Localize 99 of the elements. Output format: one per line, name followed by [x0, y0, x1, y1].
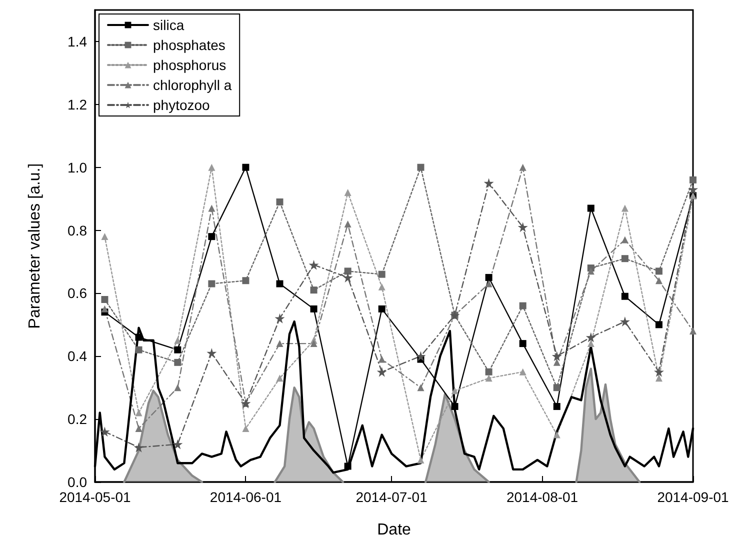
point	[553, 431, 560, 438]
x-tick-label: 2014-09-01	[657, 489, 730, 505]
point	[135, 425, 142, 432]
point	[690, 176, 696, 184]
point	[586, 332, 596, 342]
point	[276, 374, 284, 382]
point	[485, 374, 492, 382]
legend-label: chlorophyll a	[153, 77, 232, 93]
y-tick-label: 1.0	[68, 159, 88, 176]
point	[310, 305, 318, 312]
x-tick-label: 2014-06-01	[210, 489, 282, 505]
point	[378, 305, 386, 312]
point	[519, 368, 526, 376]
point	[344, 462, 352, 470]
point	[135, 334, 142, 341]
point	[242, 277, 250, 284]
point	[654, 366, 664, 377]
point	[101, 305, 108, 312]
point	[242, 425, 250, 432]
point	[134, 442, 144, 452]
point	[310, 340, 318, 348]
point	[378, 356, 386, 363]
point	[276, 340, 284, 348]
point	[100, 426, 110, 437]
y-axis-title: Parameter values [a.u.]	[26, 163, 44, 329]
point	[553, 358, 560, 366]
point	[519, 302, 526, 310]
point	[655, 277, 662, 284]
point	[417, 456, 424, 464]
point	[553, 402, 560, 410]
point	[416, 351, 426, 362]
point	[242, 164, 250, 171]
legend-label: phosphorus	[153, 57, 226, 73]
point	[344, 189, 352, 196]
point	[344, 268, 352, 275]
point	[310, 286, 318, 294]
point	[485, 280, 492, 288]
point	[655, 321, 662, 328]
point	[308, 260, 319, 270]
legend-label: phosphates	[153, 37, 226, 53]
point	[376, 366, 387, 377]
point	[135, 409, 142, 416]
y-tick-label: 0.0	[68, 474, 88, 490]
point	[552, 351, 562, 362]
point	[174, 384, 182, 392]
point	[274, 313, 285, 324]
point	[208, 280, 216, 288]
point	[276, 280, 284, 288]
point	[172, 439, 183, 450]
point	[587, 204, 594, 212]
x-tick-label: 2014-05-01	[59, 489, 132, 505]
point	[518, 222, 528, 232]
point	[378, 283, 386, 290]
point	[621, 292, 628, 300]
point	[276, 198, 284, 206]
point	[101, 296, 108, 303]
point	[101, 233, 108, 240]
point	[451, 402, 458, 410]
point	[519, 340, 526, 348]
point	[587, 340, 594, 348]
point	[135, 346, 142, 354]
y-tick-label: 0.4	[68, 348, 88, 364]
point	[519, 164, 526, 171]
point	[174, 336, 182, 344]
point	[553, 384, 560, 392]
y-tick-label: 1.4	[68, 33, 88, 50]
point	[174, 358, 182, 366]
point	[206, 348, 217, 358]
point	[621, 236, 628, 244]
y-tick-label: 0.2	[68, 411, 88, 428]
point	[378, 270, 386, 278]
x-tick-label: 2014-08-01	[506, 489, 578, 505]
point	[620, 316, 630, 327]
point	[485, 368, 492, 376]
x-tick-label: 2014-07-01	[356, 489, 428, 505]
point	[621, 255, 628, 262]
point	[655, 268, 662, 275]
legend-label: silica	[153, 17, 184, 33]
point	[417, 164, 424, 171]
point	[344, 220, 352, 228]
y-tick-label: 0.8	[68, 222, 88, 238]
x-axis-title: Date	[377, 522, 411, 538]
point	[451, 387, 458, 394]
point	[208, 164, 216, 171]
point	[342, 272, 353, 282]
point	[690, 327, 696, 334]
point	[587, 268, 594, 275]
point	[208, 204, 216, 212]
legend-label: phytozoo	[153, 97, 210, 113]
point	[417, 384, 424, 392]
y-tick-label: 0.6	[68, 285, 88, 302]
point	[208, 233, 216, 240]
point	[174, 346, 182, 354]
point	[688, 184, 698, 194]
point	[621, 204, 628, 212]
point	[655, 374, 662, 382]
y-tick-label: 1.2	[68, 96, 88, 112]
point	[485, 274, 492, 281]
point	[484, 178, 494, 188]
